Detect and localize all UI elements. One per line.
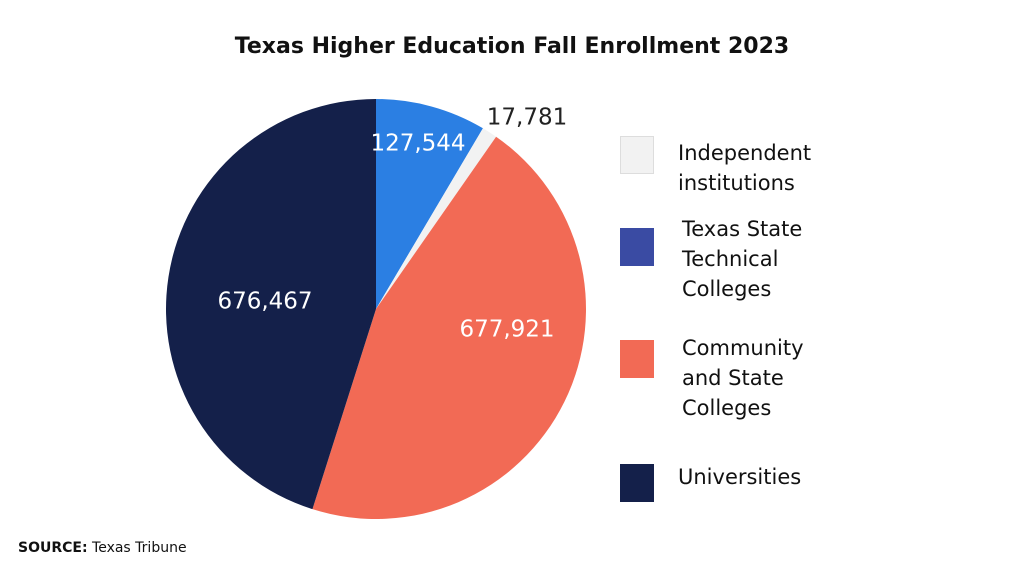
pie-slice-independent-institutions (376, 128, 497, 309)
legend-swatch-community-and-state-colleges (620, 340, 654, 378)
legend-label-independent-institutions: Independent institutions (678, 141, 812, 195)
slice-value-label-universities: 676,467 (217, 289, 312, 315)
legend-swatch-independent-institutions (620, 136, 654, 174)
legend-swatch-texas-state-technical-colleges (620, 228, 654, 266)
source-label: SOURCE: (18, 540, 88, 556)
pie-slice-texas-state-technical-colleges (376, 99, 483, 309)
legend: Independent institutions Texas State Tec… (620, 0, 1020, 576)
legend-label-texas-state-technical-colleges: Texas State Technical Colleges (682, 217, 803, 301)
legend-swatch-universities (620, 464, 654, 502)
slice-value-label-community-and-state-colleges: 677,921 (459, 317, 554, 343)
source-value: Texas Tribune (92, 540, 187, 556)
slice-value-label-independent-institutions: 17,781 (487, 105, 567, 131)
legend-label-universities: Universities (678, 465, 802, 489)
chart-title: Texas Higher Education Fall Enrollment 2… (234, 34, 790, 59)
slice-value-label-texas-state-technical-colleges: 127,544 (370, 131, 465, 157)
pie-slice-universities (165, 99, 376, 510)
legend-label-community-and-state-colleges: Community and State Colleges (682, 336, 804, 420)
source-note: SOURCE: Texas Tribune (18, 540, 187, 556)
pie-slice-community-and-state-colleges (312, 136, 587, 520)
